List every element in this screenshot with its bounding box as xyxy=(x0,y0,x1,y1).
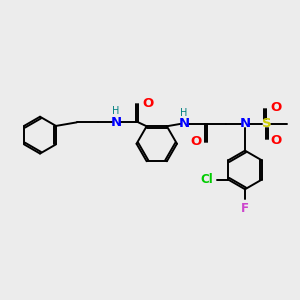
Text: H: H xyxy=(180,108,188,118)
Text: Cl: Cl xyxy=(200,173,213,186)
Text: O: O xyxy=(142,98,154,110)
Text: N: N xyxy=(110,116,122,129)
Text: F: F xyxy=(241,202,249,215)
Text: H: H xyxy=(112,106,120,116)
Text: N: N xyxy=(239,117,250,130)
Text: O: O xyxy=(271,134,282,147)
Text: N: N xyxy=(178,117,190,130)
Text: S: S xyxy=(262,117,271,130)
Text: O: O xyxy=(271,101,282,114)
Text: O: O xyxy=(190,135,201,148)
